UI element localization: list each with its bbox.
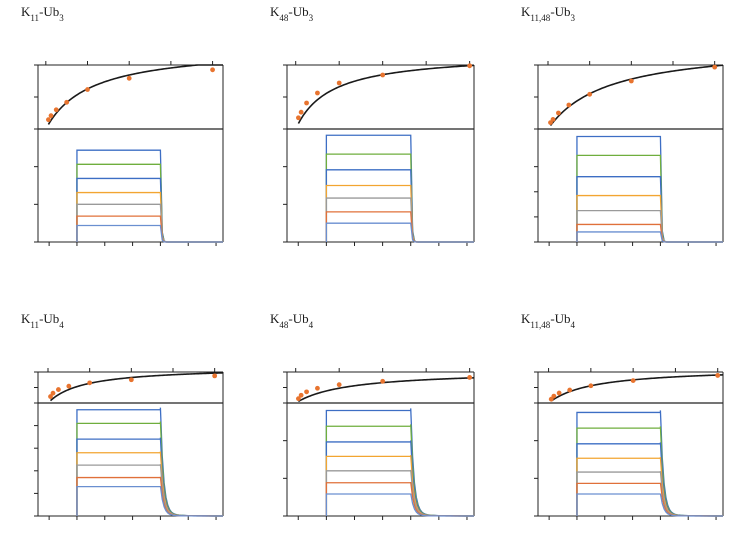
panel-title: K11,48-Ub3 (521, 4, 576, 23)
panel-e: K48-Ub4 (270, 311, 475, 520)
sensorgram-trace (325, 408, 475, 517)
panel-title: K11-Ub4 (21, 311, 64, 330)
data-point (87, 380, 93, 386)
sensorgram-trace (76, 163, 223, 243)
sensorgram-trace (576, 457, 724, 517)
data-point (566, 102, 572, 108)
sensorgram-trace (76, 451, 224, 517)
data-point (467, 375, 473, 380)
data-point (298, 392, 304, 398)
data-point (48, 113, 54, 119)
sensorgram-trace (76, 476, 224, 517)
data-point (315, 90, 320, 96)
panel-b: K48-Ub3 (270, 4, 475, 246)
panel-title: K11,48-Ub4 (521, 311, 576, 330)
sensorgram-trace (325, 184, 474, 243)
data-point (550, 117, 556, 122)
data-point (304, 100, 309, 106)
sensorgram-trace (76, 485, 224, 517)
data-point (212, 373, 218, 379)
fit-curve (47, 64, 223, 125)
sensorgram-trace (325, 493, 475, 517)
data-point (296, 115, 301, 121)
data-point (48, 394, 53, 399)
sensorgram-trace (576, 135, 723, 243)
data-point (380, 378, 386, 384)
data-point (587, 91, 593, 97)
data-point (53, 107, 59, 113)
sensorgram-trace (325, 169, 474, 243)
data-point (715, 373, 721, 378)
data-point (336, 382, 342, 388)
data-point (298, 109, 304, 115)
sensorgram-trace (576, 410, 724, 517)
data-point (64, 99, 70, 105)
data-point (304, 389, 309, 395)
data-point (551, 393, 557, 399)
data-point (467, 63, 473, 69)
sensorgram-trace (576, 493, 724, 517)
sensorgram-trace (325, 440, 475, 517)
sensorgram-trace (576, 482, 724, 517)
sensorgram-trace (76, 437, 224, 517)
sensorgram-trace (576, 209, 723, 243)
panel-title: K11-Ub3 (21, 4, 64, 23)
data-point (712, 64, 718, 70)
sensorgram-trace (576, 426, 724, 517)
panel-d: K11-Ub4 (21, 311, 224, 520)
data-point (210, 67, 215, 73)
sensorgram-trace (325, 134, 474, 243)
panel-title: K48-Ub4 (270, 311, 314, 330)
data-point (628, 78, 634, 84)
data-point (50, 390, 56, 396)
sensorgram-trace (576, 442, 724, 517)
data-point (46, 117, 51, 123)
fit-curve (550, 374, 724, 402)
data-point (556, 110, 561, 116)
data-point (85, 87, 90, 92)
data-point (336, 80, 342, 86)
sensorgram-trace (325, 222, 474, 243)
fit-curve (49, 372, 224, 402)
sensorgram-trace (76, 177, 223, 243)
data-point (128, 377, 134, 383)
sensorgram-trace (76, 224, 223, 243)
sensorgram-trace (576, 231, 723, 243)
sensorgram-trace (325, 469, 475, 517)
sensorgram-trace (576, 194, 723, 243)
data-point (296, 396, 301, 402)
data-point (556, 390, 562, 396)
data-point (567, 387, 573, 393)
panel-title: K48-Ub3 (270, 4, 314, 23)
sensorgram-trace (76, 203, 223, 243)
data-point (380, 72, 386, 78)
data-point (630, 378, 636, 384)
sensorgram-trace (325, 455, 475, 517)
fit-curve (297, 64, 475, 124)
sensorgram-trace (76, 464, 224, 517)
fit-curve (549, 64, 724, 127)
data-point (66, 383, 72, 389)
sensorgram-trace (576, 154, 723, 243)
data-point (588, 383, 594, 389)
data-point (315, 385, 320, 391)
sensorgram-trace (76, 215, 223, 243)
data-point (126, 75, 132, 81)
panel-f: K11,48-Ub4 (521, 311, 724, 520)
data-point (56, 387, 61, 392)
sensorgram-trace (76, 421, 224, 517)
sensorgram-trace (325, 211, 474, 243)
panel-a: K11-Ub3 (21, 4, 224, 246)
sensorgram-trace (325, 197, 474, 243)
fit-curve (298, 377, 475, 403)
sensorgram-trace (325, 481, 475, 517)
panel-c: K11,48-Ub3 (521, 4, 724, 246)
sensorgram-trace (576, 223, 723, 243)
sensorgram-trace (76, 191, 223, 243)
